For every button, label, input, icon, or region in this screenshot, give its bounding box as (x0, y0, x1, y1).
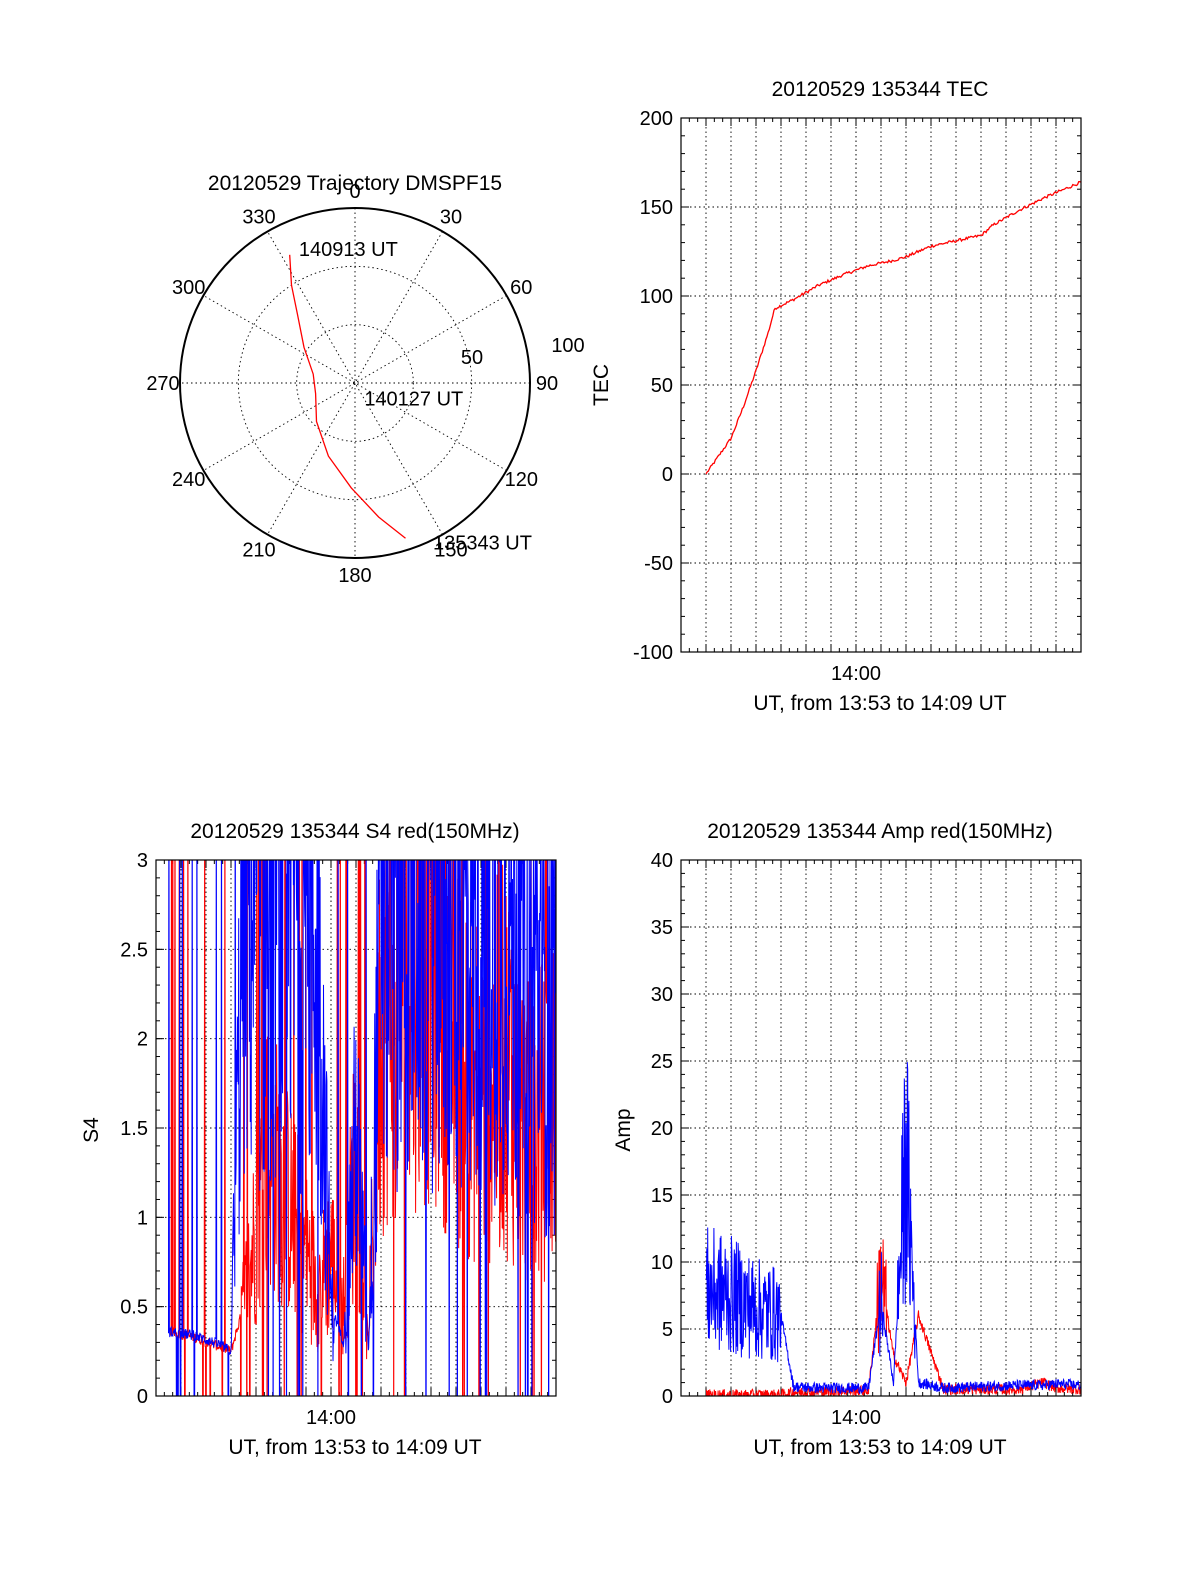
trajectory-polar-plot: 20120529 Trajectory DMSPF15 0 30 60 90 120 15… (146, 172, 584, 587)
amp-y-tick-label: 35 (651, 917, 673, 939)
s4-series-line (168, 860, 556, 1396)
tec-y-tick-label: 150 (640, 197, 673, 219)
polar-outer-circle (179, 207, 531, 559)
s4-y-axis-label: S4 (80, 1117, 103, 1143)
amp-x-tick-label: 14:00 (831, 1407, 881, 1429)
s4-y-tick-label: 2 (137, 1029, 148, 1051)
polar-radial-label: 50 (461, 347, 483, 369)
polar-angle-label: 330 (242, 207, 275, 229)
tec-series-line (705, 181, 1081, 475)
amp-series-line (705, 1239, 1081, 1396)
trajectory-title: 20120529 Trajectory DMSPF15 (208, 172, 502, 195)
s4-y-tick-label: 3 (137, 850, 148, 872)
polar-angle-label: 0 (349, 181, 360, 203)
polar-grid-layer: 0 30 60 90 120 150 180 210 240 270 300 330 50 100 1409… (146, 181, 584, 587)
amp-y-tick-label: 10 (651, 1252, 673, 1274)
amp-plot-area: 0 5 10 15 20 25 30 35 40 14:00 (651, 850, 1082, 1429)
polar-angle-label: 90 (536, 373, 558, 395)
polar-angle-label: 30 (440, 207, 462, 229)
tec-plot-area: -100 -50 0 50 100 150 200 14:00 (633, 108, 1082, 685)
amp-y-tick-label: 30 (651, 984, 673, 1006)
s4-plot: 20120529 135344 S4 red(150MHz) S4 UT, fr… (80, 820, 557, 1459)
s4-axes-frame (155, 859, 557, 1397)
amp-y-tick-label: 40 (651, 850, 673, 872)
polar-angle-label: 120 (505, 469, 538, 491)
amp-y-tick-label: 20 (651, 1118, 673, 1140)
polar-angle-label: 150 (434, 539, 467, 561)
trajectory-time-label: 140913 UT (299, 239, 398, 261)
s4-title: 20120529 135344 S4 red(150MHz) (190, 820, 519, 843)
tec-x-axis-label: UT, from 13:53 to 14:09 UT (753, 692, 1006, 715)
tec-y-tick-label: 100 (640, 286, 673, 308)
polar-angle-label: 240 (172, 469, 205, 491)
polar-grid-ring (296, 324, 414, 442)
tec-y-tick-label: 200 (640, 108, 673, 130)
polar-angle-label: 210 (242, 539, 275, 561)
s4-y-tick-label: 0.5 (120, 1297, 148, 1319)
amp-plot: 20120529 135344 Amp red(150MHz) Amp UT, … (612, 820, 1082, 1459)
amp-y-tick-label: 5 (662, 1319, 673, 1341)
amp-series-group (705, 1062, 1081, 1396)
trajectory-time-label: 135343 UT (433, 533, 532, 555)
tec-x-tick-label: 14:00 (831, 663, 881, 685)
amp-axes-frame (680, 859, 1082, 1397)
tec-y-tick-label: 50 (651, 375, 673, 397)
amp-series-line (705, 1062, 1081, 1396)
s4-plot-area: 0 0.5 1 1.5 2 2.5 3 14:00 (120, 850, 557, 1429)
amp-x-axis-label: UT, from 13:53 to 14:09 UT (753, 1436, 1006, 1459)
tec-y-axis-label: TEC (590, 364, 613, 406)
tec-series-group (705, 181, 1081, 475)
s4-x-tick-label: 14:00 (306, 1407, 356, 1429)
amp-title: 20120529 135344 Amp red(150MHz) (707, 820, 1053, 843)
trajectory-time-label: 140127 UT (364, 389, 463, 411)
amp-y-tick-label: 15 (651, 1185, 673, 1207)
amp-y-tick-label: 25 (651, 1051, 673, 1073)
polar-angle-label: 180 (338, 565, 371, 587)
tec-title: 20120529 135344 TEC (772, 78, 989, 101)
tec-axes-frame (680, 117, 1082, 653)
amp-y-axis-label: Amp (612, 1108, 635, 1151)
s4-y-tick-label: 2.5 (120, 939, 148, 961)
polar-angle-label: 300 (172, 277, 205, 299)
s4-y-tick-label: 0 (137, 1386, 148, 1408)
trajectory-line (289, 254, 406, 539)
amp-y-tick-label: 0 (662, 1386, 673, 1408)
s4-y-tick-label: 1.5 (120, 1118, 148, 1140)
s4-y-tick-label: 1 (137, 1207, 148, 1229)
tec-y-tick-label: -100 (633, 642, 673, 664)
polar-angle-label: 270 (146, 373, 179, 395)
tec-plot: 20120529 135344 TEC TEC UT, from 13:53 t… (590, 78, 1082, 715)
tec-y-tick-label: -50 (644, 553, 673, 575)
s4-x-axis-label: UT, from 13:53 to 14:09 UT (228, 1436, 481, 1459)
polar-radial-label: 100 (551, 335, 584, 357)
tec-y-tick-label: 0 (662, 464, 673, 486)
polar-grid-ring (237, 265, 473, 501)
polar-angle-label: 60 (510, 277, 532, 299)
s4-series-group (168, 860, 556, 1396)
